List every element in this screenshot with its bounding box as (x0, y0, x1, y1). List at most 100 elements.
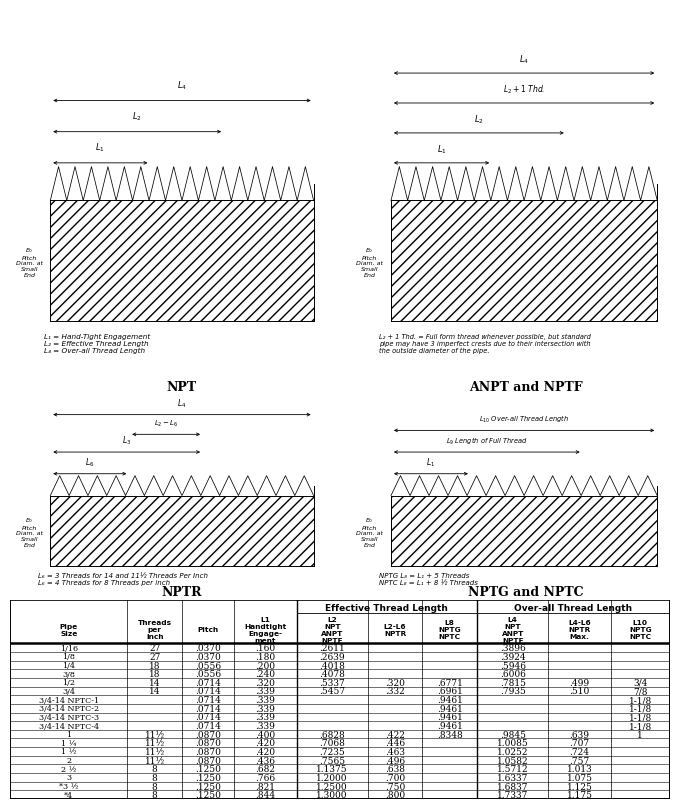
Text: 1: 1 (66, 730, 71, 738)
Text: 1/16: 1/16 (60, 644, 78, 652)
Text: $L_1$: $L_1$ (437, 143, 447, 155)
Text: 1-1/8: 1-1/8 (629, 712, 652, 722)
Text: 1: 1 (637, 730, 643, 739)
Text: 1.0582: 1.0582 (497, 756, 528, 764)
Text: .6961: .6961 (437, 687, 462, 695)
Text: .800: .800 (385, 790, 405, 799)
Text: NPT: NPT (167, 381, 197, 393)
Text: 1.2500: 1.2500 (316, 781, 348, 790)
Text: .0370: .0370 (195, 643, 221, 653)
Text: 11½: 11½ (145, 730, 165, 739)
Text: .844: .844 (255, 790, 275, 799)
Text: 1.6837: 1.6837 (497, 781, 528, 790)
Text: L8
NPTG
NPTC: L8 NPTG NPTC (439, 620, 461, 640)
Text: $L_4$: $L_4$ (177, 79, 187, 92)
Text: 2: 2 (66, 756, 71, 764)
Text: .160: .160 (255, 643, 275, 653)
Text: $L_4$: $L_4$ (519, 53, 529, 66)
Text: $L_1$: $L_1$ (426, 456, 435, 468)
Text: .9461: .9461 (437, 704, 462, 713)
Text: 1.013: 1.013 (566, 764, 592, 773)
Text: 1 ¼: 1 ¼ (61, 739, 76, 747)
Text: 3: 3 (66, 773, 71, 781)
Text: .5457: .5457 (319, 687, 345, 695)
Text: $L_2+1$ Thd.: $L_2+1$ Thd. (503, 83, 545, 96)
Text: .420: .420 (256, 747, 275, 756)
Text: 2 ½: 2 ½ (61, 764, 76, 772)
Text: .757: .757 (569, 756, 590, 764)
Text: 1-1/8: 1-1/8 (629, 695, 652, 704)
Text: 27: 27 (149, 652, 160, 661)
Text: .436: .436 (256, 756, 275, 764)
Text: *3 ½: *3 ½ (59, 782, 78, 790)
Text: L1
Handtight
Engage-
ment: L1 Handtight Engage- ment (244, 616, 286, 643)
Text: $L_3$: $L_3$ (122, 434, 131, 446)
Text: $L_6$: $L_6$ (85, 456, 95, 468)
Text: $L_1$: $L_1$ (95, 141, 105, 154)
Text: L4-L6
NPTR
Max.: L4-L6 NPTR Max. (568, 620, 591, 640)
Text: .6771: .6771 (437, 678, 462, 687)
Text: 14: 14 (149, 678, 160, 687)
Text: 3/4-14 NPTC-3: 3/4-14 NPTC-3 (39, 713, 99, 721)
Text: .700: .700 (385, 773, 405, 782)
Text: .766: .766 (255, 773, 275, 782)
Text: 1-1/8: 1-1/8 (629, 704, 652, 713)
Text: L2-L6
NPTR: L2-L6 NPTR (384, 623, 407, 636)
Text: 1 ½: 1 ½ (61, 748, 76, 756)
Text: .6828: .6828 (320, 730, 345, 739)
Text: $E_0$
Pitch
Diam. at
Small
End: $E_0$ Pitch Diam. at Small End (356, 246, 383, 278)
Text: .8348: .8348 (437, 730, 462, 739)
Text: 3/4-14 NPTC-1: 3/4-14 NPTC-1 (39, 695, 99, 703)
Text: 11½: 11½ (145, 756, 165, 764)
Text: .0714: .0714 (195, 721, 221, 730)
Text: 8: 8 (152, 790, 158, 799)
Text: 27: 27 (149, 643, 160, 653)
Text: $L_{10}$ Over-all Thread Length: $L_{10}$ Over-all Thread Length (479, 414, 569, 425)
Text: L₂ + 1 Thd. = Full form thread whenever possible, but standard
pipe may have 3 i: L₂ + 1 Thd. = Full form thread whenever … (379, 333, 591, 353)
Text: .420: .420 (256, 739, 275, 748)
Text: .0714: .0714 (195, 678, 221, 687)
Text: .5946: .5946 (500, 661, 526, 670)
Text: .0870: .0870 (195, 739, 221, 748)
Text: NPTR: NPTR (162, 585, 202, 598)
Text: .2639: .2639 (320, 652, 345, 661)
Text: .4018: .4018 (319, 661, 345, 670)
Text: 1.3000: 1.3000 (316, 790, 348, 799)
Text: .339: .339 (256, 704, 275, 713)
Text: L₁ = Hand-Tight Engagement
L₂ = Effective Thread Length
L₄ = Over-all Thread Len: L₁ = Hand-Tight Engagement L₂ = Effectiv… (44, 333, 150, 353)
Text: .4078: .4078 (319, 670, 345, 679)
Text: .320: .320 (256, 678, 275, 687)
Text: 1/4: 1/4 (63, 661, 75, 669)
Text: .0870: .0870 (195, 730, 221, 739)
Text: L4
NPT
ANPT
NPTF: L4 NPT ANPT NPTF (502, 616, 524, 643)
Text: NPTG and NPTC: NPTG and NPTC (468, 585, 583, 598)
Text: .339: .339 (256, 712, 275, 722)
Text: .821: .821 (256, 781, 275, 790)
Text: .639: .639 (570, 730, 590, 739)
Text: .320: .320 (385, 678, 405, 687)
Text: .0556: .0556 (195, 670, 221, 679)
Text: .339: .339 (256, 695, 275, 704)
Text: $L_4$: $L_4$ (177, 397, 186, 410)
Text: .9461: .9461 (437, 695, 462, 704)
Text: Threads
per
inch: Threads per inch (138, 620, 172, 640)
Text: .0714: .0714 (195, 695, 221, 704)
Text: L2
NPT
ANPT
NPTF: L2 NPT ANPT NPTF (321, 616, 343, 643)
Text: 1/8: 1/8 (63, 653, 75, 661)
Text: 3/8: 3/8 (63, 670, 75, 678)
Text: .682: .682 (256, 764, 275, 773)
Text: 3/4-14 NPTC-2: 3/4-14 NPTC-2 (39, 704, 99, 712)
Text: 1.5712: 1.5712 (497, 764, 528, 773)
Text: 1.2000: 1.2000 (316, 773, 348, 782)
Text: .707: .707 (569, 739, 590, 748)
Text: .7235: .7235 (320, 747, 345, 756)
Text: .510: .510 (569, 687, 590, 695)
Bar (50, 202, 313, 322)
Text: $E_0$
Pitch
Diam. at
Small
End: $E_0$ Pitch Diam. at Small End (16, 516, 43, 548)
Text: 7/8: 7/8 (633, 687, 647, 695)
Bar (391, 202, 657, 322)
Text: .0714: .0714 (195, 712, 221, 722)
Text: Over-all Thread Length: Over-all Thread Length (514, 603, 632, 612)
Text: .0370: .0370 (195, 652, 221, 661)
Bar (391, 496, 657, 567)
